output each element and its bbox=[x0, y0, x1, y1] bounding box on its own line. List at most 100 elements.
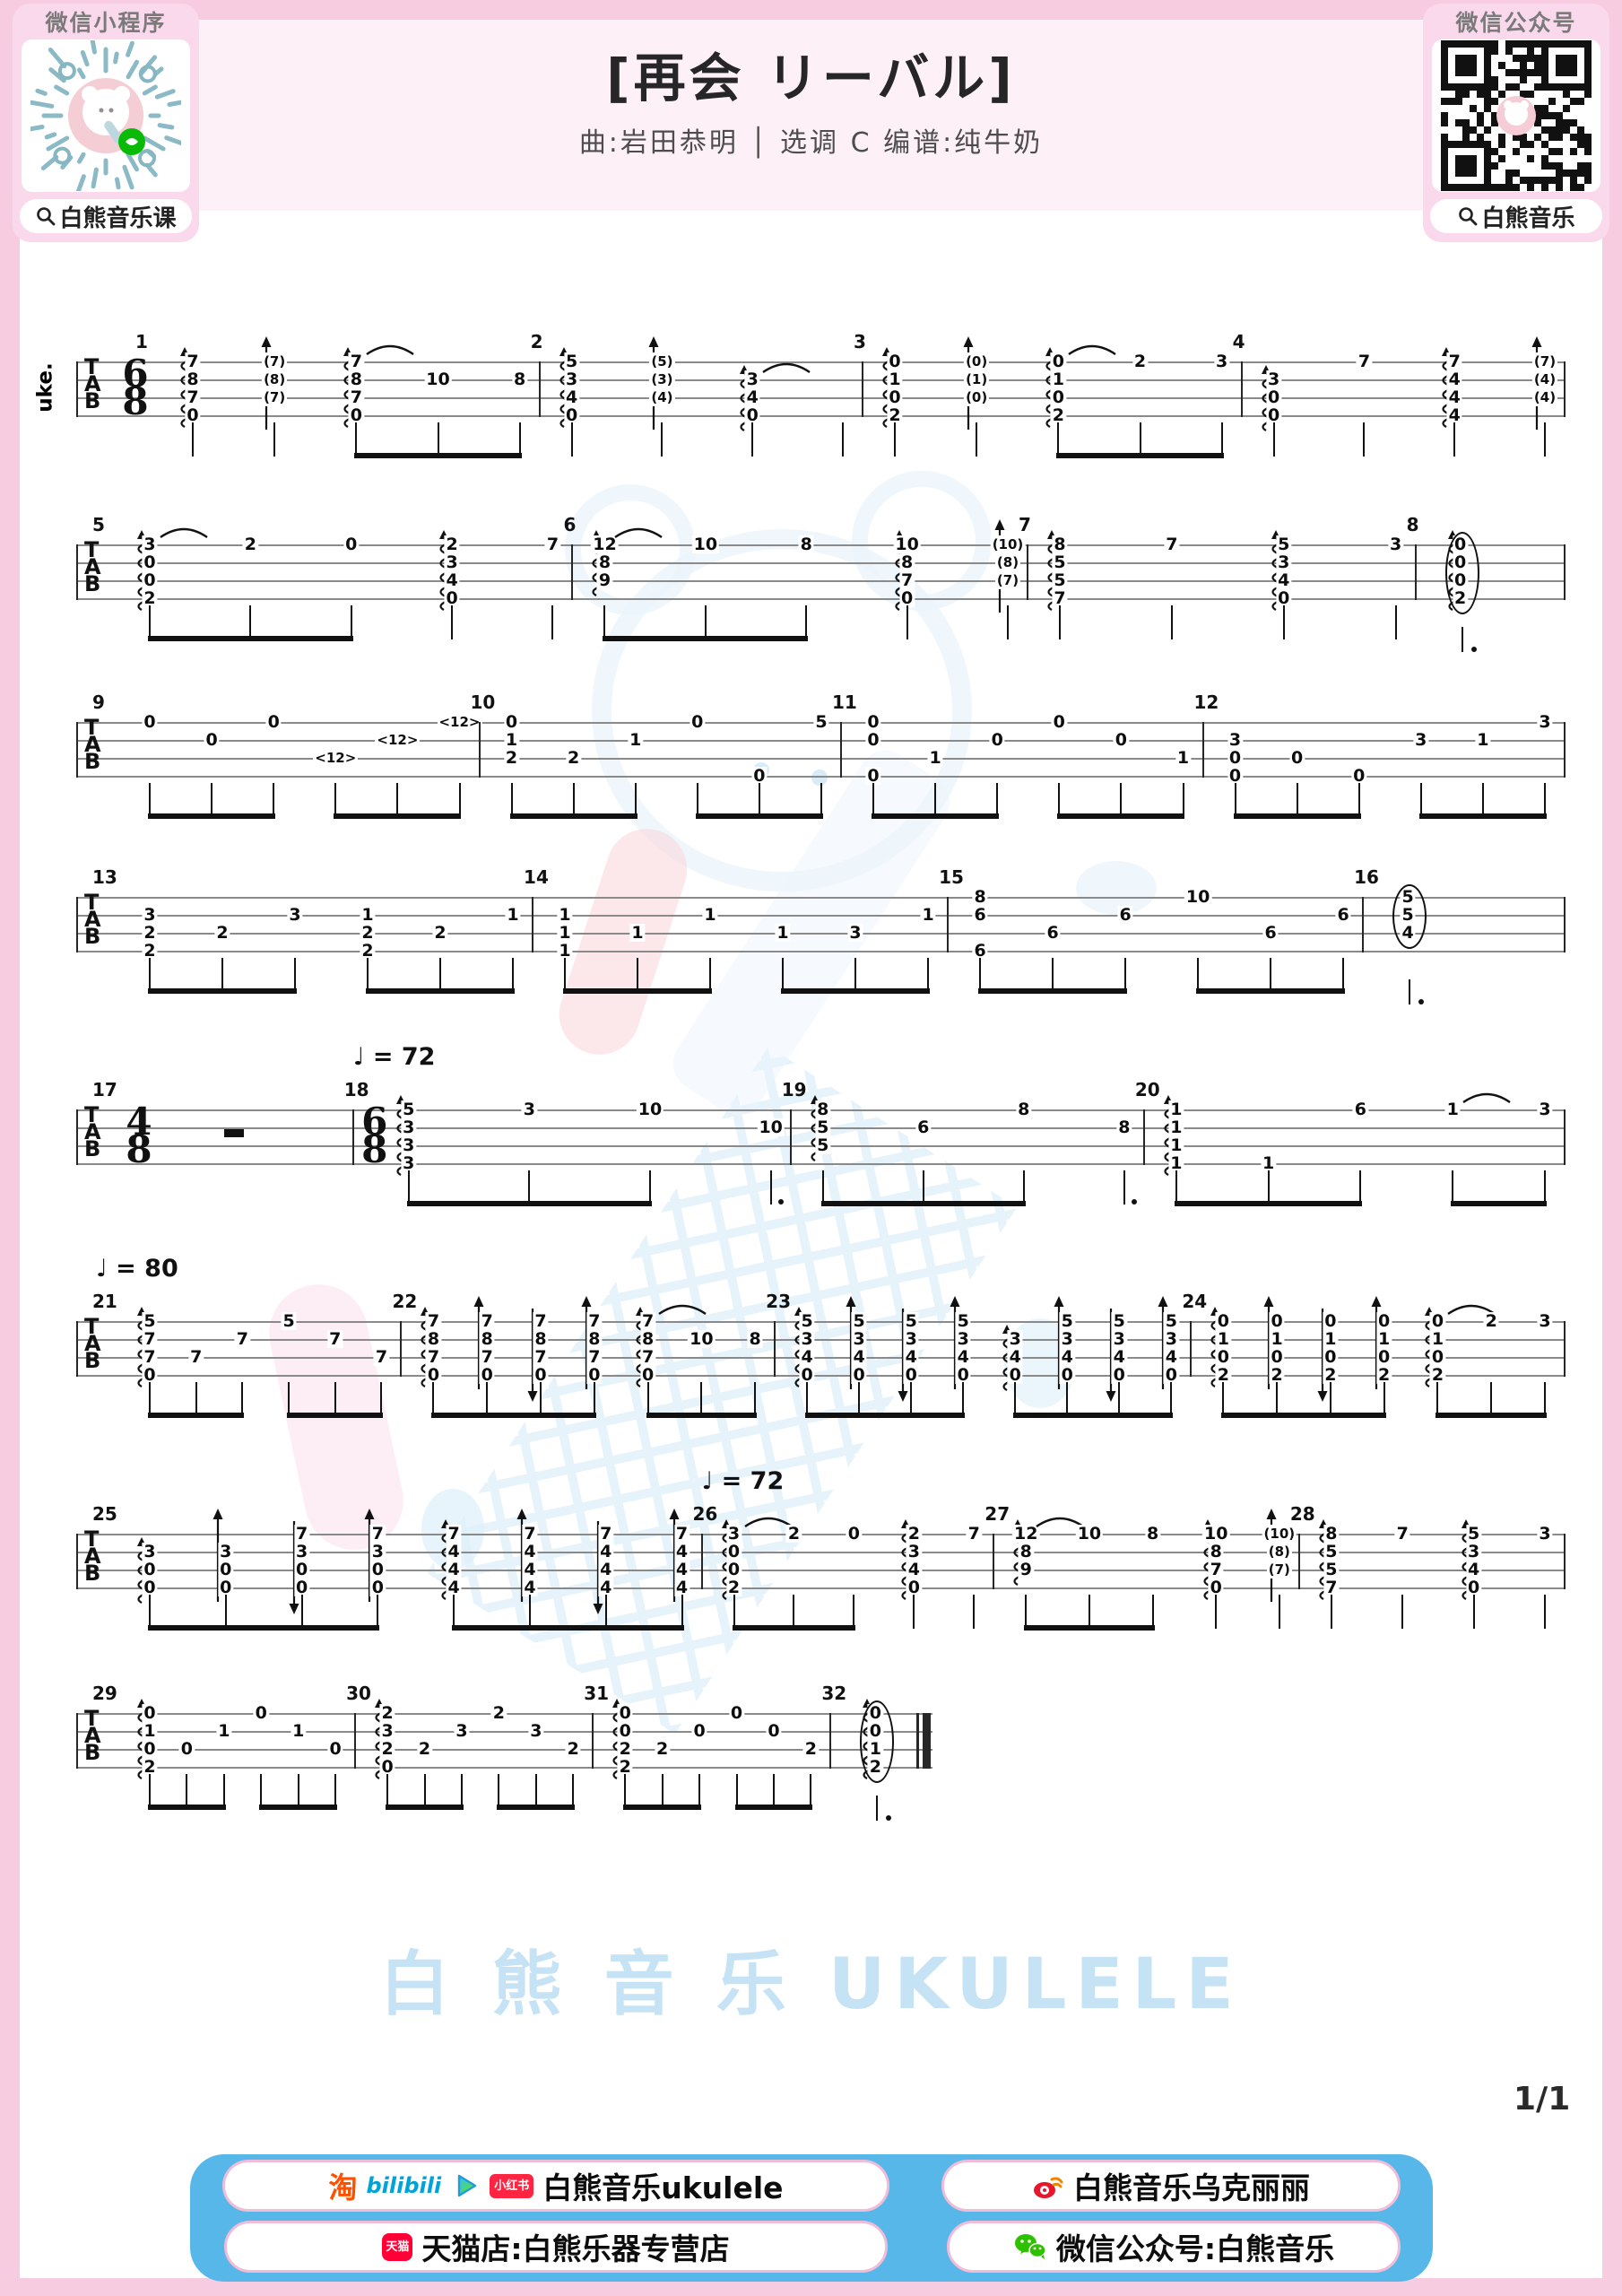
notation-glyph bbox=[1363, 422, 1366, 457]
notation-glyph: 4 bbox=[1163, 1347, 1179, 1367]
notation-glyph: 2 bbox=[565, 1739, 581, 1759]
notation-glyph: 1 bbox=[887, 370, 903, 389]
notation-glyph bbox=[1534, 119, 1541, 126]
notation-glyph: T bbox=[84, 1102, 100, 1127]
notation-glyph: 0 bbox=[865, 712, 881, 732]
notation-glyph bbox=[1534, 105, 1541, 112]
notation-glyph: 12 bbox=[591, 535, 619, 554]
notation-glyph bbox=[1563, 126, 1570, 134]
notation-glyph bbox=[1570, 134, 1577, 141]
notation-glyph: 4 bbox=[1007, 1347, 1023, 1367]
notation-glyph bbox=[1025, 1595, 1028, 1629]
notation-glyph bbox=[512, 958, 515, 992]
notation-glyph: 2 bbox=[1269, 1365, 1285, 1385]
notation-glyph: 7 bbox=[185, 352, 201, 371]
notation-glyph bbox=[1266, 1509, 1277, 1519]
notation-glyph bbox=[1197, 958, 1200, 992]
notation-glyph bbox=[551, 605, 554, 639]
notation-glyph bbox=[1472, 1595, 1475, 1629]
notation-glyph bbox=[354, 1713, 357, 1769]
notation-glyph bbox=[1556, 55, 1577, 76]
notation-glyph bbox=[538, 361, 541, 417]
notation-glyph bbox=[1040, 2255, 1045, 2259]
notation-glyph bbox=[157, 123, 175, 130]
notation-glyph bbox=[1175, 1170, 1177, 1205]
notation-glyph bbox=[149, 605, 151, 639]
notation-glyph bbox=[1123, 1170, 1125, 1205]
notation-glyph: 0 bbox=[1266, 387, 1282, 407]
notation-glyph: 18 bbox=[343, 1079, 369, 1100]
wechat-official-badge: 微信公众号 白熊音乐 bbox=[1423, 4, 1609, 242]
notation-glyph: 0 bbox=[479, 1365, 495, 1385]
notation-glyph bbox=[334, 1774, 337, 1808]
notation-glyph bbox=[30, 125, 45, 132]
notation-glyph bbox=[1520, 141, 1527, 148]
notation-glyph: 3 bbox=[1214, 352, 1230, 371]
notation-glyph: 3 bbox=[1537, 1100, 1553, 1119]
notation-glyph bbox=[1513, 184, 1520, 191]
notation-glyph bbox=[142, 84, 158, 96]
footer-pill: 白熊音乐乌克丽丽 bbox=[941, 2160, 1401, 2212]
notation-glyph: 0 bbox=[617, 1703, 633, 1723]
notation-glyph: 2 bbox=[617, 1739, 633, 1759]
notation-glyph bbox=[30, 100, 55, 109]
notation-glyph: A bbox=[84, 1544, 101, 1569]
notation-glyph bbox=[1033, 2247, 1037, 2250]
notation-glyph bbox=[1564, 361, 1566, 417]
notation-glyph bbox=[1527, 69, 1534, 76]
miniprogram-search-label: 白熊音乐课 bbox=[59, 204, 177, 232]
notation-glyph: 5 bbox=[903, 1311, 919, 1331]
notation-glyph bbox=[1174, 1201, 1363, 1206]
notation-glyph bbox=[1527, 40, 1534, 48]
notation-glyph bbox=[1513, 170, 1520, 177]
notation-glyph: 5 bbox=[851, 1311, 867, 1331]
notation-glyph bbox=[1513, 148, 1520, 155]
notation-glyph bbox=[922, 1170, 924, 1205]
notation-glyph bbox=[76, 1731, 932, 1733]
notation-glyph bbox=[1527, 91, 1534, 98]
notation-glyph bbox=[1461, 627, 1463, 652]
notation-glyph: 6 bbox=[972, 905, 988, 925]
notation-glyph: B bbox=[84, 1348, 101, 1373]
notation-glyph: 1 bbox=[1168, 1153, 1184, 1173]
notation-glyph: 8 bbox=[122, 379, 149, 423]
notation-glyph bbox=[222, 1774, 225, 1808]
notation-glyph: (0) bbox=[964, 352, 990, 370]
notation-glyph: 5 bbox=[1465, 1524, 1482, 1544]
notation-glyph: 32 bbox=[821, 1683, 847, 1704]
notation-glyph: 0 bbox=[728, 1703, 745, 1723]
notation-glyph bbox=[76, 1767, 932, 1769]
notation-glyph: 3 bbox=[142, 905, 158, 925]
notation-glyph: 31 bbox=[584, 1683, 610, 1704]
notation-glyph: 10 bbox=[691, 535, 720, 554]
notation-glyph bbox=[1491, 119, 1498, 126]
notation-glyph: 7 bbox=[479, 1311, 495, 1331]
notation-glyph: 2 bbox=[503, 748, 520, 768]
notation-glyph bbox=[1263, 1296, 1274, 1307]
notation-glyph: 4 bbox=[444, 570, 460, 590]
notation-glyph bbox=[1527, 184, 1534, 191]
notation-glyph bbox=[407, 1170, 410, 1205]
notation-glyph: 1 bbox=[216, 1721, 232, 1741]
notation-glyph bbox=[1504, 100, 1513, 109]
notation-glyph bbox=[273, 422, 276, 457]
notation-glyph bbox=[497, 1805, 576, 1810]
notation-glyph bbox=[1584, 141, 1592, 148]
official-search-pill: 白熊音乐 bbox=[1430, 199, 1602, 233]
notation-glyph bbox=[1534, 177, 1541, 184]
notation-glyph: 0 bbox=[293, 1578, 310, 1597]
notation-glyph bbox=[213, 1509, 223, 1519]
notation-glyph: 0 bbox=[142, 1560, 158, 1579]
notation-glyph bbox=[1548, 162, 1556, 170]
notation-glyph bbox=[509, 813, 638, 819]
notation-glyph bbox=[192, 422, 194, 457]
notation-glyph: T bbox=[84, 1526, 100, 1552]
notation-glyph: 2 bbox=[1483, 1311, 1499, 1331]
notation-glyph bbox=[76, 758, 1565, 760]
notation-glyph bbox=[1548, 126, 1556, 134]
notation-glyph bbox=[452, 1625, 684, 1631]
notation-glyph bbox=[1491, 148, 1498, 155]
notation-glyph bbox=[657, 1304, 707, 1315]
notation-glyph: 2 bbox=[242, 535, 258, 554]
notation-glyph bbox=[1414, 544, 1417, 600]
